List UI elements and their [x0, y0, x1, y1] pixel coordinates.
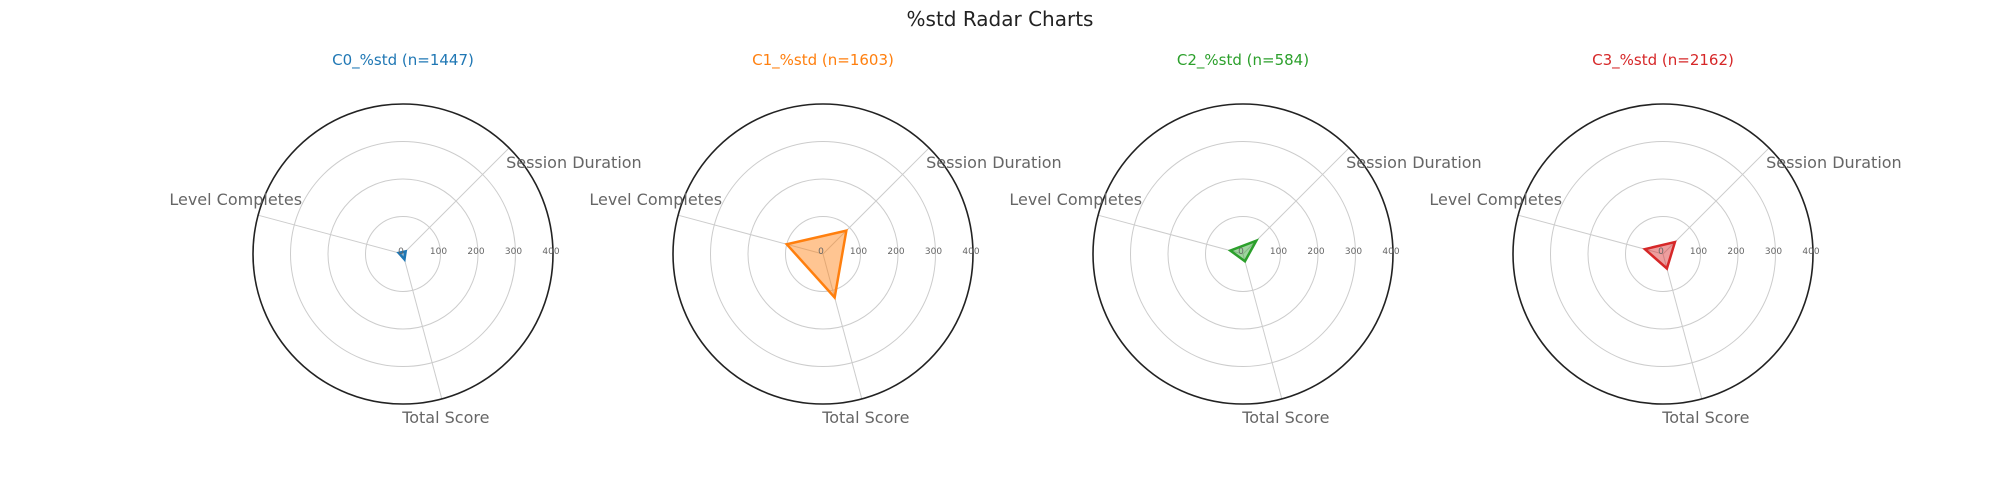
tick-label-0: 0	[398, 247, 404, 257]
grid-circle-2	[1587, 178, 1739, 330]
tick-label-3: 300	[505, 247, 522, 257]
tick-label-2: 200	[1727, 247, 1744, 257]
radar-chart-0: C0_%std (n=1447) 0 100 200 300 400 Session Dur…	[169, 51, 641, 427]
axis-label-0: Session Duration	[1766, 153, 1902, 172]
axis-label-0: Session Duration	[1346, 153, 1482, 172]
chart-title: C2_%std (n=584)	[1177, 51, 1309, 70]
axis-label-2: Level Completes	[1429, 190, 1562, 209]
spoke-line-2	[1097, 214, 1244, 255]
tick-label-4: 400	[542, 247, 559, 257]
data-polygon	[396, 249, 408, 263]
axis-label-0: Session Duration	[926, 153, 1062, 172]
spoke-line-0	[402, 147, 510, 255]
tick-label-1: 100	[850, 247, 867, 257]
outer-boundary	[1512, 103, 1814, 405]
grid-circle-1	[365, 216, 441, 292]
tick-label-0: 0	[818, 247, 824, 257]
spoke-line-2	[257, 214, 404, 255]
grid-circle-1	[1625, 216, 1701, 292]
outer-boundary	[672, 103, 974, 405]
tick-label-4: 400	[962, 247, 979, 257]
tick-label-1: 100	[1270, 247, 1287, 257]
grid-circle-3	[1130, 141, 1356, 367]
tick-label-4: 400	[1802, 247, 1819, 257]
tick-label-2: 200	[887, 247, 904, 257]
axis-label-1: Total Score	[1241, 408, 1329, 427]
tick-label-0: 0	[1238, 247, 1244, 257]
tick-label-1: 100	[1690, 247, 1707, 257]
spoke-line-0	[1662, 147, 1770, 255]
radar-chart-3: C3_%std (n=2162) 0 100 200 300 400 Session Dur…	[1429, 51, 1901, 427]
figure-title: %std Radar Charts	[907, 7, 1094, 31]
data-polygon	[784, 229, 848, 301]
radar-chart-1: C1_%std (n=1603) 0 100 200 300 400 Session Dur…	[589, 51, 1061, 427]
chart-title: C1_%std (n=1603)	[752, 51, 894, 70]
axis-label-2: Level Completes	[1009, 190, 1142, 209]
axis-label-1: Total Score	[821, 408, 909, 427]
tick-label-3: 300	[925, 247, 942, 257]
grid-circle-3	[710, 141, 936, 367]
spoke-line-0	[1242, 147, 1350, 255]
grid-circle-1	[785, 216, 861, 292]
spoke-line-0	[822, 147, 930, 255]
spoke-line-2	[677, 214, 824, 255]
tick-label-3: 300	[1765, 247, 1782, 257]
outer-boundary	[252, 103, 554, 405]
axis-label-1: Total Score	[401, 408, 489, 427]
tick-label-2: 200	[1307, 247, 1324, 257]
axis-label-1: Total Score	[1661, 408, 1749, 427]
tick-label-1: 100	[430, 247, 447, 257]
grid-circle-2	[327, 178, 479, 330]
grid-circle-2	[1167, 178, 1319, 330]
spoke-line-1	[1662, 253, 1703, 400]
tick-label-2: 200	[467, 247, 484, 257]
axis-label-2: Level Completes	[169, 190, 302, 209]
spoke-line-1	[822, 253, 863, 400]
tick-label-0: 0	[1658, 247, 1664, 257]
radar-chart-2: C2_%std (n=584) 0 100 200 300 400 Session Dura…	[1009, 51, 1481, 427]
chart-title: C0_%std (n=1447)	[332, 51, 474, 70]
spoke-line-2	[1517, 214, 1664, 255]
axis-label-2: Level Completes	[589, 190, 722, 209]
tick-label-4: 400	[1382, 247, 1399, 257]
tick-label-3: 300	[1345, 247, 1362, 257]
spoke-line-1	[402, 253, 443, 400]
axis-label-0: Session Duration	[506, 153, 642, 172]
spoke-line-1	[1242, 253, 1283, 400]
grid-circle-3	[1550, 141, 1776, 367]
data-polygon	[1227, 238, 1260, 264]
grid-circle-3	[290, 141, 516, 367]
outer-boundary	[1092, 103, 1394, 405]
data-polygon	[1642, 240, 1677, 271]
chart-title: C3_%std (n=2162)	[1592, 51, 1734, 70]
grid-circle-2	[747, 178, 899, 330]
grid-circle-1	[1205, 216, 1281, 292]
